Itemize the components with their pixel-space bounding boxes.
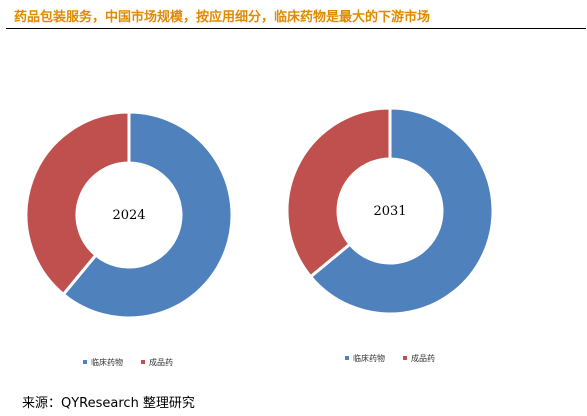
donut-center-label: 2024 xyxy=(112,208,145,223)
donut-slice-finished xyxy=(285,106,392,279)
donut-slice-finished xyxy=(24,110,131,297)
legend-label: 成品药 xyxy=(149,357,173,367)
legend-swatch xyxy=(345,356,349,360)
legend-label: 临床药物 xyxy=(91,357,123,367)
source-note: 来源：QYResearch 整理研究 xyxy=(22,396,195,411)
donut-charts: 2024 临床药物 成品药 2031 临床药物 成品药 xyxy=(24,106,495,367)
donut-chart-2031: 2031 临床药物 成品药 xyxy=(285,106,495,363)
legend-swatch xyxy=(403,356,407,360)
legend-swatch xyxy=(141,360,145,364)
donut-slice-clinical xyxy=(308,106,495,316)
legend-label: 临床药物 xyxy=(353,353,385,363)
legend-label: 成品药 xyxy=(411,353,435,363)
title-divider xyxy=(6,28,586,29)
legend-swatch xyxy=(83,360,87,364)
donut-chart-2024: 2024 临床药物 成品药 xyxy=(24,110,234,367)
chart-title: 药品包装服务，中国市场规模，按应用细分，临床药物是最大的下游市场 xyxy=(14,10,431,25)
donut-slice-clinical xyxy=(61,110,234,320)
donut-center-label: 2031 xyxy=(373,204,406,219)
